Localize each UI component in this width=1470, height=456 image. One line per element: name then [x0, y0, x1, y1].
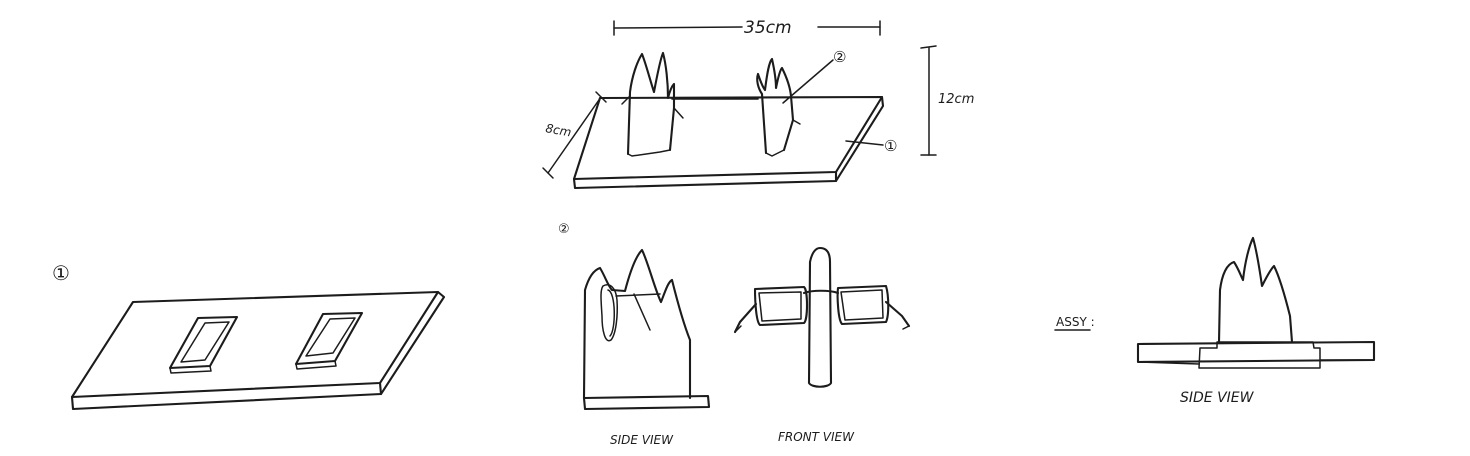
glasses-icon	[733, 284, 911, 334]
dimension-height: 12cm	[920, 45, 974, 156]
dimension-depth-label: 8cm	[544, 121, 572, 139]
dimension-depth: 8cm	[542, 91, 607, 179]
overview-sketch: 35cm 8cm 12cm ② ①	[542, 18, 974, 190]
assy-label: ASSY :	[1056, 315, 1095, 329]
base-slot-left	[168, 315, 239, 374]
holder-side-view: SIDE VIEW	[582, 248, 711, 447]
dimension-width-label: 35cm	[744, 18, 792, 38]
front-view-label: FRONT VIEW	[778, 430, 855, 444]
base-detail-number: ①	[52, 261, 70, 285]
callout-holder-label: ②	[833, 48, 846, 66]
callout-base-label: ①	[884, 137, 897, 155]
overview-holder-right	[756, 57, 801, 157]
assy-view-label: SIDE VIEW	[1180, 390, 1255, 406]
base-plate-detail: ①	[52, 261, 446, 411]
overview-holder-left	[621, 51, 684, 157]
assembly-detail: ASSY : SIDE VIEW	[1054, 236, 1376, 406]
side-view-label: SIDE VIEW	[610, 433, 674, 447]
holder-detail-number: ②	[558, 222, 570, 237]
holder-front-view: FRONT VIEW	[733, 246, 911, 444]
dimension-width: 35cm	[613, 18, 881, 38]
dimension-height-label: 12cm	[938, 92, 974, 107]
base-slot-right	[294, 311, 364, 370]
callout-base: ①	[845, 137, 897, 155]
holder-detail: ② SIDE VIEW	[558, 222, 911, 447]
callout-holder: ②	[782, 48, 846, 104]
